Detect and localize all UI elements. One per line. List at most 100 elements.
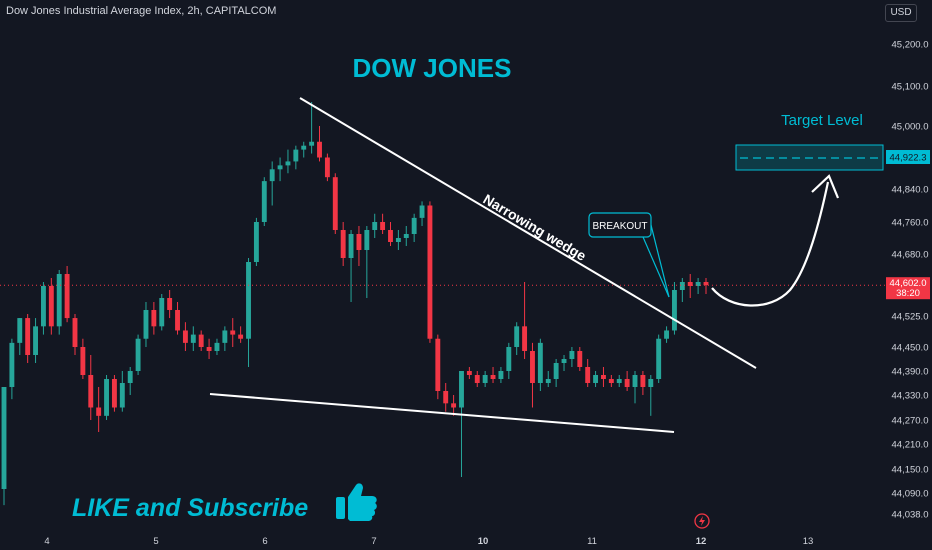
lightning-icon[interactable] (694, 513, 710, 529)
candle-body (451, 403, 457, 408)
thumbs-up-icon (336, 483, 377, 521)
candle-body (9, 342, 15, 387)
breakout-pointer-a (650, 224, 670, 298)
candle-body (40, 286, 46, 327)
candle-body (537, 342, 543, 383)
candle-body (601, 375, 606, 379)
candle-body (687, 282, 693, 286)
candle-body (127, 371, 133, 383)
candle-body (175, 310, 180, 331)
candle-body (190, 334, 196, 343)
projection-arrowhead-icon (811, 174, 840, 199)
candle-body (48, 286, 54, 327)
candle-body (530, 351, 535, 383)
candle-body (585, 367, 591, 383)
price-tick-label: 44,760.0 (892, 218, 929, 229)
candle-body (695, 282, 701, 286)
candle-body (151, 310, 157, 327)
projection-arrow (711, 181, 830, 307)
price-tick-label: 44,150.0 (892, 465, 929, 476)
candle-body (230, 330, 236, 335)
candle-body (640, 375, 646, 387)
candle-body (632, 375, 638, 387)
time-tick-label: 6 (262, 536, 267, 547)
candle-body (246, 262, 251, 339)
candle-body (593, 375, 599, 383)
candle-body (624, 379, 630, 387)
candle-body (143, 310, 149, 339)
candle-body (301, 145, 307, 150)
candle-body (522, 326, 528, 351)
price-tick-label: 44,390.0 (892, 367, 929, 378)
candle-body (514, 326, 520, 347)
price-axis[interactable]: 45,200.0 45,100.0 45,000.0 44,840.0 44,760.0… (892, 40, 929, 521)
candle-body (119, 383, 125, 408)
candle-body (561, 359, 567, 363)
candle-body (332, 177, 338, 230)
candle-body (553, 363, 559, 379)
candle-body (159, 298, 165, 327)
breakout-pointer-b (642, 236, 670, 298)
candle-body (672, 290, 677, 331)
candle-body (443, 391, 449, 404)
candle-body (72, 318, 78, 347)
candle-body (419, 205, 425, 218)
candle-body (317, 141, 322, 158)
candle-body (285, 161, 291, 166)
candle-body (616, 379, 622, 383)
bar-countdown: 38:20 (896, 288, 920, 299)
symbol-title: Dow Jones Industrial Average Index, 2h, … (6, 5, 277, 17)
price-tick-label: 44,210.0 (892, 440, 929, 451)
candle-body (435, 338, 441, 391)
price-tick-label: 44,525.0 (892, 312, 929, 323)
candle-body (372, 222, 378, 230)
candle-body (608, 379, 614, 383)
candle-body (269, 169, 275, 182)
like-subscribe-text: LIKE and Subscribe (72, 494, 308, 522)
candle-body (364, 230, 370, 250)
time-tick-label: 5 (153, 536, 158, 547)
candle-body (104, 379, 109, 416)
candle-body (459, 371, 464, 408)
price-tick-label: 45,200.0 (892, 40, 929, 51)
candle-body (222, 330, 228, 343)
last-price-marker (886, 277, 930, 300)
time-tick-label: 12 (696, 536, 707, 547)
candle-body (395, 238, 401, 242)
candle-body (498, 371, 504, 379)
candle-body (356, 234, 362, 250)
candle-body (648, 379, 654, 387)
price-tick-label: 44,680.0 (892, 250, 929, 261)
candle-body (206, 347, 212, 351)
candle-body (309, 141, 315, 146)
target-level-label: Target Level (781, 112, 863, 129)
target-price-marker (886, 150, 930, 164)
candle-body (427, 205, 433, 339)
breakout-label: BREAKOUT (592, 221, 647, 232)
price-tick-label: 44,330.0 (892, 391, 929, 402)
candle-body (348, 234, 354, 258)
price-tick-label: 45,000.0 (892, 122, 929, 133)
candle-body (664, 330, 670, 339)
price-tick-label: 44,270.0 (892, 416, 929, 427)
candle-body (135, 338, 141, 371)
candle-body (466, 371, 472, 375)
candle-body (167, 298, 173, 310)
price-tick-label: 44,038.0 (892, 510, 929, 521)
candle-body (80, 347, 86, 375)
candle-body (569, 351, 575, 359)
wedge-lower-line (209, 393, 675, 433)
price-tick-label: 44,840.0 (892, 185, 929, 196)
candle-body (388, 230, 393, 242)
candle-body (324, 157, 330, 178)
candle-body (411, 217, 417, 234)
candle-body (1, 387, 7, 489)
candle-body (96, 407, 102, 416)
time-axis[interactable]: 4 5 6 7 10 11 12 13 (44, 536, 813, 547)
currency-button[interactable]: USD (885, 4, 917, 22)
time-tick-label: 10 (478, 536, 489, 547)
candle-body (25, 318, 31, 355)
